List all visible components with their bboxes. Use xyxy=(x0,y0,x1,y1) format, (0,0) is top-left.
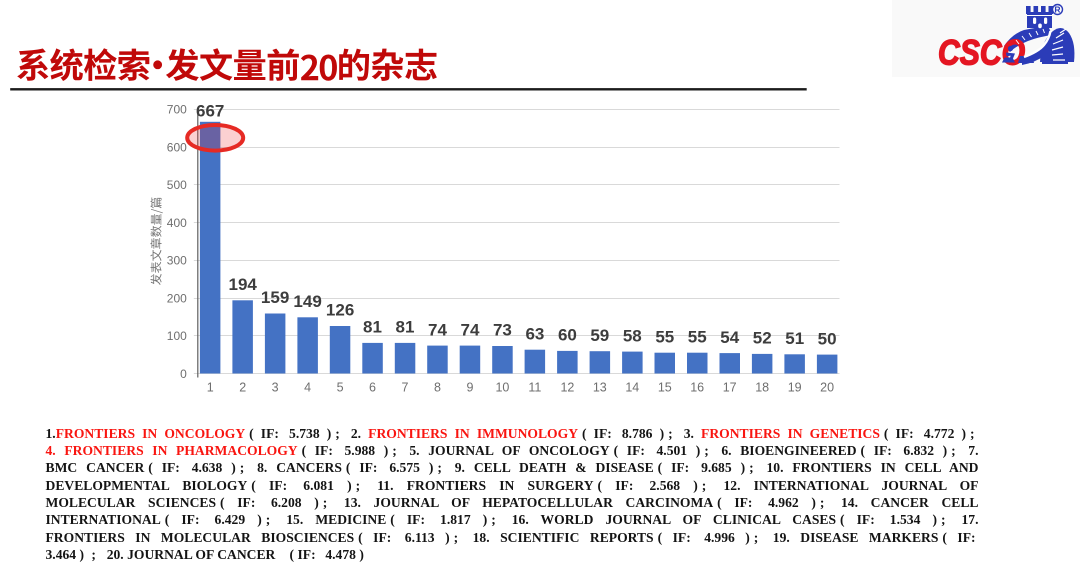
svg-text:18: 18 xyxy=(755,381,769,395)
svg-text:5: 5 xyxy=(337,381,344,395)
svg-text:17: 17 xyxy=(723,381,737,395)
svg-text:58: 58 xyxy=(623,326,642,345)
svg-text:8: 8 xyxy=(434,381,441,395)
svg-text:52: 52 xyxy=(753,329,772,348)
svg-text:15: 15 xyxy=(658,381,672,395)
svg-text:7: 7 xyxy=(402,381,409,395)
svg-text:55: 55 xyxy=(688,327,707,346)
svg-text:19: 19 xyxy=(788,381,802,395)
svg-text:6: 6 xyxy=(369,381,376,395)
svg-text:3: 3 xyxy=(272,381,279,395)
svg-text:200: 200 xyxy=(167,291,187,305)
svg-text:50: 50 xyxy=(818,329,837,348)
svg-text:73: 73 xyxy=(493,321,512,340)
svg-text:13: 13 xyxy=(593,381,607,395)
svg-text:2: 2 xyxy=(239,381,246,395)
svg-text:59: 59 xyxy=(590,326,609,345)
svg-text:55: 55 xyxy=(655,327,674,346)
svg-text:600: 600 xyxy=(167,140,187,154)
svg-text:1: 1 xyxy=(207,381,214,395)
svg-text:126: 126 xyxy=(326,301,354,320)
svg-text:0: 0 xyxy=(180,367,187,381)
svg-text:14: 14 xyxy=(625,381,639,395)
svg-text:300: 300 xyxy=(167,254,187,268)
svg-text:74: 74 xyxy=(428,320,447,339)
svg-text:16: 16 xyxy=(690,381,704,395)
svg-text:667: 667 xyxy=(196,101,224,120)
svg-text:159: 159 xyxy=(261,288,289,307)
svg-text:54: 54 xyxy=(720,328,739,347)
svg-text:9: 9 xyxy=(467,381,474,395)
svg-text:20: 20 xyxy=(820,381,834,395)
svg-text:R: R xyxy=(1054,5,1060,15)
svg-text:51: 51 xyxy=(785,329,804,348)
svg-text:60: 60 xyxy=(558,326,577,345)
svg-text:500: 500 xyxy=(167,178,187,192)
svg-text:400: 400 xyxy=(167,216,187,230)
svg-text:100: 100 xyxy=(167,329,187,343)
svg-text:11: 11 xyxy=(528,381,541,395)
svg-text:149: 149 xyxy=(293,292,321,311)
svg-text:63: 63 xyxy=(525,324,544,343)
svg-text:194: 194 xyxy=(229,275,258,294)
svg-text:81: 81 xyxy=(363,318,382,337)
svg-text:CSCO: CSCO xyxy=(938,34,1025,73)
svg-text:4: 4 xyxy=(304,381,311,395)
svg-text:74: 74 xyxy=(461,320,480,339)
svg-text:10: 10 xyxy=(495,381,509,395)
svg-text:700: 700 xyxy=(167,103,187,117)
svg-text:12: 12 xyxy=(560,381,574,395)
svg-text:81: 81 xyxy=(396,318,415,337)
